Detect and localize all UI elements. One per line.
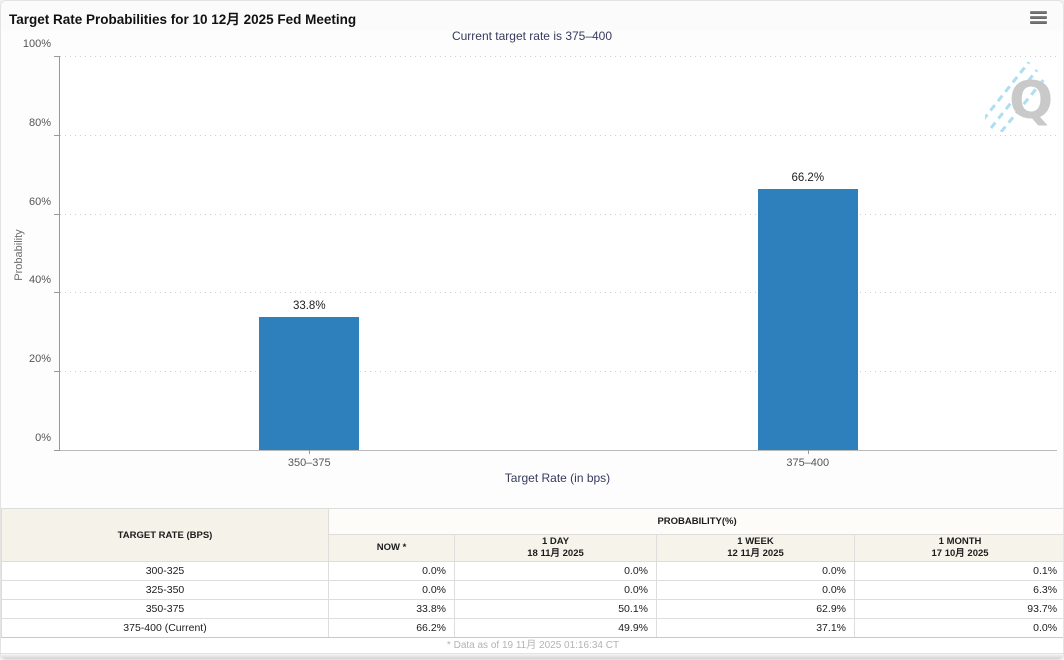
table-row: 375-400 (Current) 66.2% 49.9% 37.1% 0.0%: [1, 618, 1063, 638]
x-axis-tick: [309, 450, 311, 454]
cell-target-rate: 350-375: [1, 599, 329, 619]
quikstrike-logo-watermark: Q: [985, 62, 1051, 132]
y-axis-title: Probability: [13, 229, 25, 281]
table-row: 350-375 33.8% 50.1% 62.9% 93.7%: [1, 599, 1063, 619]
cell-1-month: 0.0%: [853, 618, 1063, 638]
cell-1-week: 62.9%: [656, 599, 855, 619]
y-axis-tick-label: 40%: [28, 274, 51, 287]
cell-1-month: 0.1%: [853, 561, 1063, 581]
cell-1-month: 93.7%: [853, 599, 1063, 619]
col-header-target-rate: TARGET RATE (BPS): [1, 508, 329, 562]
x-axis-title: Target Rate (in bps): [504, 471, 611, 485]
bar-value-label: 33.8%: [292, 300, 326, 312]
cell-1-month: 6.3%: [853, 580, 1063, 600]
page-title: Target Rate Probabilities for 10 12月 202…: [9, 12, 357, 27]
cell-now: 33.8%: [328, 599, 455, 619]
svg-text:Q: Q: [1009, 71, 1051, 131]
x-axis-tick-label: 375–400: [786, 457, 830, 469]
probability-bar[interactable]: [259, 317, 360, 450]
cell-1-day: 50.1%: [454, 599, 657, 619]
gridline: [60, 292, 1057, 294]
cell-target-rate: 325-350: [1, 580, 329, 600]
data-as-of-footnote: * Data as of 19 11月 2025 01:16:34 CT: [1, 637, 1063, 654]
current-target-rate-subtitle: Current target rate is 375–400: [451, 29, 613, 43]
cell-1-week: 37.1%: [656, 618, 855, 638]
top-bar: Target Rate Probabilities for 10 12月 202…: [1, 1, 1063, 31]
cell-target-rate: 300-325: [1, 561, 329, 581]
cell-1-day: 0.0%: [454, 580, 657, 600]
cell-now: 0.0%: [328, 580, 455, 600]
y-axis-tick: [54, 134, 60, 136]
gridline: [60, 213, 1057, 215]
cell-1-day: 0.0%: [454, 561, 657, 581]
chart-plot-area: Q 0% 20% 40% 60% 80% 100% 33.8% 350–375 66.2% 375…: [23, 38, 1057, 469]
y-axis-tick-label: 80%: [28, 116, 51, 129]
gridline: [60, 371, 1057, 373]
col-header-now: NOW *: [328, 534, 455, 562]
y-axis-tick-label: 100%: [22, 38, 51, 50]
cell-now: 0.0%: [328, 561, 455, 581]
y-axis-tick: [54, 213, 60, 215]
y-axis-tick: [54, 292, 60, 294]
y-axis-tick-label: 0%: [35, 432, 51, 444]
cell-1-week: 0.0%: [656, 561, 855, 581]
col-header-1-day: 1 DAY 18 11月 2025: [454, 534, 657, 562]
hamburger-menu-icon[interactable]: [1030, 11, 1047, 25]
table-row: 325-350 0.0% 0.0% 0.0% 6.3%: [1, 580, 1063, 600]
gridline: [60, 56, 1057, 57]
cell-now: 66.2%: [328, 618, 455, 638]
cell-1-week: 0.0%: [656, 580, 855, 600]
x-axis-tick-label: 350–375: [287, 457, 331, 469]
y-axis-tick-label: 20%: [28, 353, 51, 366]
bar-value-label: 66.2%: [791, 172, 825, 184]
panel-bottom-edge: [1, 653, 1063, 659]
table-row: 300-325 0.0% 0.0% 0.0% 0.1%: [1, 561, 1063, 581]
col-header-1-week: 1 WEEK 12 11月 2025: [656, 534, 855, 562]
y-axis-tick: [54, 371, 60, 373]
cell-1-day: 49.9%: [454, 618, 657, 638]
y-axis-tick: [54, 450, 60, 451]
cell-target-rate: 375-400 (Current): [1, 618, 329, 638]
probability-bar-chart: Probability Q 0% 20% 40% 60% 80% 100% 33.8% 350…: [1, 1, 1063, 501]
col-header-probability: PROBABILITY(%): [327, 508, 1063, 535]
y-axis-tick-label: 60%: [28, 195, 51, 208]
col-header-1-month: 1 MONTH 17 10月 2025: [853, 534, 1063, 562]
x-axis-tick: [807, 450, 809, 454]
probability-bar[interactable]: [757, 189, 858, 450]
probability-table: TARGET RATE (BPS) PROBABILITY(%) NOW * 1…: [1, 508, 1063, 638]
y-axis-tick: [54, 56, 60, 57]
gridline: [60, 134, 1057, 136]
